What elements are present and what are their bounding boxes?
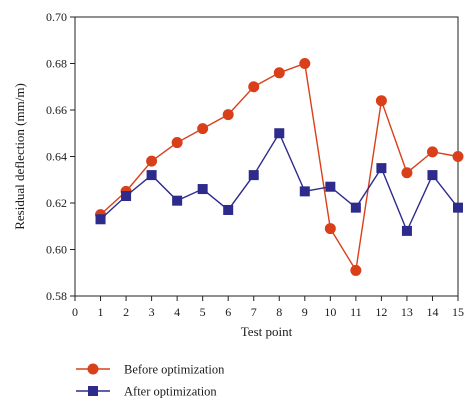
data-point [95, 214, 106, 225]
data-point [121, 191, 132, 202]
series-after-optimization [95, 128, 463, 236]
y-tick-label: 0.64 [46, 150, 67, 164]
x-tick-label: 4 [174, 305, 180, 319]
x-axis: 0 1 2 3 4 5 6 7 8 9 10 11 12 13 14 15 [72, 296, 464, 319]
data-point [427, 170, 438, 181]
y-tick-label: 0.58 [46, 289, 67, 303]
data-point [273, 67, 285, 79]
data-point [325, 181, 336, 192]
series-before-optimization [95, 58, 464, 276]
x-tick-label: 13 [401, 305, 413, 319]
y-axis: 0.58 0.60 0.62 0.64 0.66 0.68 0.70 [46, 10, 75, 303]
data-point [197, 184, 208, 195]
x-tick-label: 3 [149, 305, 155, 319]
legend-label: Before optimization [124, 363, 225, 377]
data-point [248, 81, 260, 93]
data-point [248, 170, 259, 181]
data-point [376, 163, 387, 174]
x-tick-label: 7 [251, 305, 257, 319]
data-point [274, 128, 285, 139]
x-tick-label: 12 [375, 305, 387, 319]
legend-item: After optimization [76, 385, 217, 399]
legend-marker [87, 363, 99, 375]
x-axis-title: Test point [241, 324, 293, 339]
x-tick-label: 1 [98, 305, 104, 319]
y-axis-title: Residual deflection (mm/m) [12, 83, 27, 230]
data-point [350, 264, 362, 276]
x-tick-label: 8 [276, 305, 282, 319]
legend-marker [88, 386, 98, 396]
data-point [426, 146, 438, 158]
legend-item: Before optimization [76, 363, 225, 377]
legend: Before optimization After optimization [76, 363, 225, 399]
x-tick-label: 10 [324, 305, 336, 319]
data-point [197, 123, 209, 135]
x-tick-label: 0 [72, 305, 78, 319]
y-tick-label: 0.62 [46, 196, 67, 210]
data-point [299, 186, 310, 197]
y-tick-label: 0.60 [46, 243, 67, 257]
data-point [401, 167, 413, 179]
data-point [171, 137, 183, 149]
data-point [452, 151, 464, 162]
y-tick-label: 0.68 [46, 57, 67, 71]
y-tick-label: 0.70 [46, 10, 67, 24]
data-point [172, 195, 183, 206]
data-point [453, 202, 463, 213]
x-tick-label: 5 [200, 305, 206, 319]
x-tick-label: 11 [350, 305, 362, 319]
series-line [100, 131, 459, 233]
data-point [401, 225, 412, 236]
x-tick-label: 6 [225, 305, 231, 319]
x-tick-label: 14 [426, 305, 438, 319]
data-point [324, 223, 336, 235]
data-point [222, 109, 234, 121]
series-line [100, 62, 459, 273]
series-layer [95, 58, 464, 276]
data-point [350, 202, 361, 213]
data-point [223, 204, 234, 215]
x-tick-label: 2 [123, 305, 129, 319]
y-tick-label: 0.66 [46, 103, 67, 117]
x-tick-label: 9 [302, 305, 308, 319]
data-point [299, 58, 311, 69]
data-point [146, 155, 158, 167]
x-tick-label: 15 [452, 305, 464, 319]
legend-label: After optimization [124, 385, 217, 399]
data-point [146, 170, 157, 181]
data-point [375, 95, 387, 107]
